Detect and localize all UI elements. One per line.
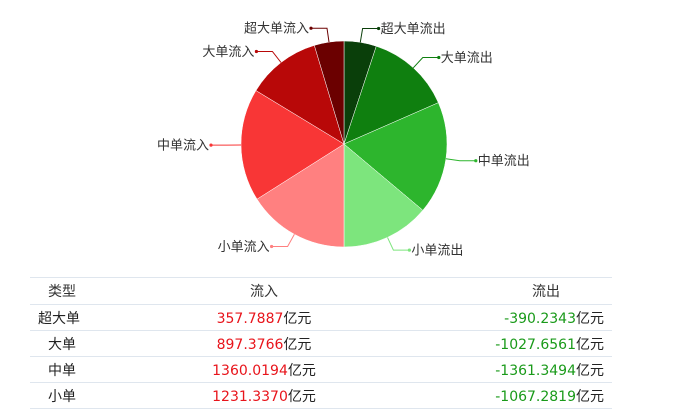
- unit-label: 亿元: [283, 336, 312, 353]
- inflow-value: 897.3766: [216, 336, 284, 353]
- leader-line: [311, 27, 330, 43]
- unit-label: 亿元: [287, 388, 316, 405]
- row-inflow: 357.7887亿元: [146, 304, 382, 331]
- outflow-value: -1067.2819: [495, 388, 576, 405]
- pie-slice: [314, 40, 345, 145]
- leader-dot: [254, 49, 258, 54]
- unit-label: 亿元: [287, 362, 316, 379]
- leader-dot: [270, 244, 274, 249]
- outflow-value: -390.2343: [504, 310, 576, 327]
- slice-label: 小单流入: [218, 240, 270, 255]
- leader-dot: [437, 55, 441, 60]
- leader-dot: [209, 143, 213, 147]
- row-outflow: -1067.2819亿元: [382, 382, 612, 409]
- flow-table: 类型 流入 流出 超大单 357.7887亿元 -390.2343亿元 大单 8…: [30, 277, 612, 409]
- slice-label: 大单流入: [202, 45, 254, 60]
- unit-label: 亿元: [576, 310, 604, 327]
- leader-dot: [474, 159, 478, 163]
- leader-line: [445, 158, 476, 162]
- table-row: 中单 1360.0194亿元 -1361.3494亿元: [30, 356, 612, 383]
- leader-line: [271, 234, 295, 247]
- row-outflow: -1027.6561亿元: [382, 330, 612, 357]
- outflow-value: -1361.3494: [495, 362, 576, 379]
- table-row: 大单 897.3766亿元 -1027.6561亿元: [30, 330, 612, 357]
- pie-slice: [255, 45, 345, 145]
- outflow-value: -1027.6561: [495, 336, 576, 353]
- inflow-value: 1360.0194: [212, 362, 288, 379]
- unit-label: 亿元: [283, 310, 312, 327]
- slice-label: 大单流出: [441, 51, 493, 66]
- header-inflow: 流入: [146, 277, 382, 305]
- leader-dot: [377, 26, 381, 31]
- row-outflow: -1361.3494亿元: [382, 356, 612, 383]
- header-outflow: 流出: [382, 277, 612, 305]
- pie-slice: [256, 143, 345, 248]
- leader-dot: [407, 248, 411, 252]
- pie-slice: [343, 45, 439, 145]
- slice-label: 小单流出: [411, 244, 463, 259]
- table-header-row: 类型 流入 流出: [30, 277, 612, 305]
- inflow-value: 357.7887: [216, 310, 284, 327]
- leader-line: [359, 28, 379, 43]
- leader-line: [412, 57, 439, 69]
- row-type: 小单: [30, 382, 146, 409]
- slice-label: 中单流出: [478, 154, 530, 169]
- table-row: 超大单 357.7887亿元 -390.2343亿元: [30, 304, 612, 331]
- leader-dot: [309, 26, 313, 30]
- row-type: 超大单: [30, 304, 146, 331]
- slice-label: 中单流入: [157, 139, 209, 154]
- slice-label: 超大单流出: [381, 22, 446, 37]
- pie-slice: [240, 90, 345, 200]
- pie-slice: [343, 143, 424, 248]
- leader-line: [387, 237, 410, 251]
- header-type: 类型: [30, 277, 146, 305]
- table-row: 小单 1231.3370亿元 -1067.2819亿元: [30, 382, 612, 409]
- row-inflow: 1231.3370亿元: [146, 382, 382, 409]
- inflow-value: 1231.3370: [212, 388, 288, 405]
- pie-chart: 超大单流出大单流出中单流出小单流出 小单流入 中单流入 大单流入 超大单流入: [157, 22, 530, 259]
- unit-label: 亿元: [576, 388, 604, 405]
- row-inflow: 1360.0194亿元: [146, 356, 382, 383]
- unit-label: 亿元: [576, 336, 604, 353]
- row-inflow: 897.3766亿元: [146, 330, 382, 357]
- leader-line: [256, 51, 282, 63]
- row-type: 大单: [30, 330, 146, 357]
- slice-label: 超大单流入: [244, 22, 309, 37]
- row-type: 中单: [30, 356, 146, 383]
- row-outflow: -390.2343亿元: [382, 304, 612, 331]
- unit-label: 亿元: [576, 362, 604, 379]
